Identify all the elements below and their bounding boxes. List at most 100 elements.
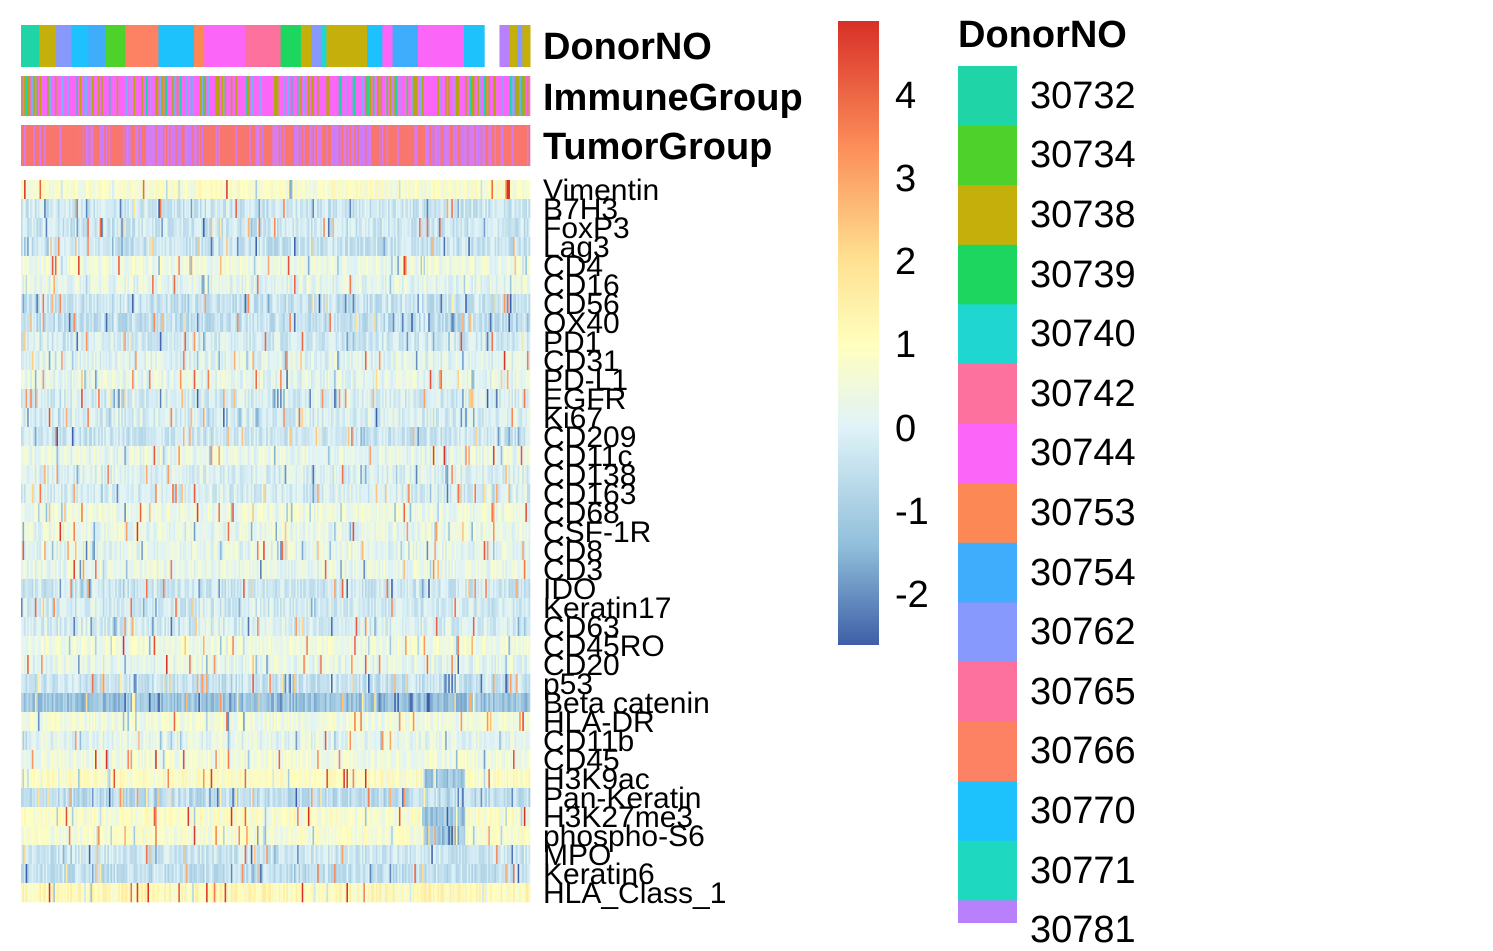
immune-annotation-cell: [520, 76, 523, 116]
heatmap-cell: [161, 313, 164, 333]
heatmap-cell: [406, 256, 409, 276]
heatmap-cell: [207, 237, 210, 257]
heatmap-cell: [199, 294, 202, 314]
heatmap-cell: [374, 275, 377, 295]
heatmap-cell: [221, 237, 224, 257]
heatmap-cell: [455, 237, 458, 257]
heatmap-cell: [482, 275, 485, 295]
heatmap-cell: [301, 294, 304, 314]
tumor-annotation-cell: [256, 125, 259, 166]
tumor-annotation-cell: [482, 125, 485, 166]
heatmap-cell: [115, 199, 117, 219]
heatmap-cell: [206, 180, 208, 200]
heatmap-cell: [189, 313, 191, 333]
donor-annotation-cell: [522, 25, 531, 67]
tumor-annotation-cell: [155, 125, 158, 166]
heatmap-cell: [36, 275, 39, 295]
heatmap-cell: [283, 180, 286, 200]
immune-annotation-cell: [344, 76, 347, 116]
immune-annotation-cell: [403, 76, 406, 116]
heatmap-cell: [420, 180, 423, 200]
heatmap-cell: [392, 180, 395, 200]
heatmap-cell: [343, 199, 346, 219]
heatmap-cell: [82, 237, 85, 257]
heatmap-cell: [37, 237, 40, 257]
heatmap-cell: [113, 313, 116, 333]
heatmap-cell: [181, 218, 184, 238]
heatmap-cell: [184, 199, 187, 219]
heatmap-cell: [28, 199, 31, 219]
heatmap-cell: [392, 256, 395, 276]
heatmap-cell: [212, 313, 215, 333]
heatmap-cell: [258, 275, 261, 295]
tumor-annotation-cell: [30, 125, 33, 166]
immune-annotation-cell: [175, 76, 178, 116]
immune-annotation-cell: [352, 76, 355, 116]
heatmap-cell: [332, 256, 335, 276]
heatmap-cell: [466, 256, 469, 276]
tumor-annotation-cell: [210, 125, 213, 166]
heatmap-cell: [303, 199, 306, 219]
heatmap-cell: [45, 294, 48, 314]
heatmap-cell: [320, 218, 323, 238]
heatmap-cell: [377, 237, 380, 257]
heatmap-cell: [73, 218, 76, 238]
heatmap-cell: [369, 256, 372, 276]
immune-annotation-cell: [425, 76, 427, 116]
immune-annotation-cell: [298, 76, 301, 116]
heatmap-cell: [474, 218, 477, 238]
immune-annotation-cell: [457, 76, 460, 116]
heatmap-cell: [107, 237, 110, 257]
heatmap-cell: [226, 218, 228, 238]
heatmap-cell: [463, 180, 466, 200]
heatmap-cell: [287, 180, 290, 200]
heatmap-cell: [118, 313, 121, 333]
heatmap-cell: [158, 294, 161, 314]
heatmap-cell: [39, 256, 42, 276]
heatmap-cell: [133, 237, 136, 257]
heatmap-cell: [519, 275, 522, 295]
heatmap-cell: [67, 256, 70, 276]
heatmap-cell: [207, 180, 210, 200]
tumor-annotation-cell: [401, 125, 404, 166]
immune-annotation-cell: [229, 76, 232, 116]
heatmap-cell: [364, 237, 367, 257]
heatmap-cell: [386, 275, 389, 295]
heatmap-cell: [74, 313, 77, 333]
tumor-annotation-cell: [98, 125, 100, 166]
heatmap-cell: [45, 218, 48, 238]
heatmap-cell: [318, 199, 321, 219]
heatmap-cell: [243, 199, 245, 219]
heatmap-cell: [281, 275, 284, 295]
heatmap-cell: [105, 313, 108, 333]
tumor-annotation-cell: [152, 125, 154, 166]
tumor-annotation-cell: [56, 125, 59, 166]
heatmap-cell: [314, 218, 316, 238]
tumor-annotation-cell: [153, 125, 156, 166]
heatmap-cell: [352, 294, 355, 314]
heatmap-cell: [452, 275, 455, 295]
heatmap-cell: [425, 180, 427, 200]
heatmap-cell: [227, 237, 230, 257]
heatmap-cell: [50, 275, 53, 295]
tumor-annotation-cell: [263, 125, 266, 166]
tumor-annotation-cell: [241, 125, 244, 166]
heatmap-cell: [162, 294, 165, 314]
immune-annotation-cell: [221, 76, 224, 116]
heatmap-cell: [53, 199, 56, 219]
heatmap-cell: [300, 180, 303, 200]
heatmap-cell: [304, 256, 307, 276]
heatmap-cell: [457, 294, 460, 314]
tumor-annotation-cell: [255, 125, 258, 166]
immune-annotation-cell: [165, 76, 168, 116]
heatmap-cell: [108, 256, 111, 276]
heatmap-cell: [172, 275, 174, 295]
heatmap-cell: [422, 237, 424, 257]
heatmap-cell: [315, 256, 318, 276]
immune-annotation-cell: [41, 76, 43, 116]
tumor-annotation-cell: [463, 125, 466, 166]
tumor-annotation-cell: [364, 125, 367, 166]
heatmap-cell: [56, 294, 59, 314]
heatmap-cell: [215, 256, 218, 276]
heatmap-cell: [466, 294, 469, 314]
